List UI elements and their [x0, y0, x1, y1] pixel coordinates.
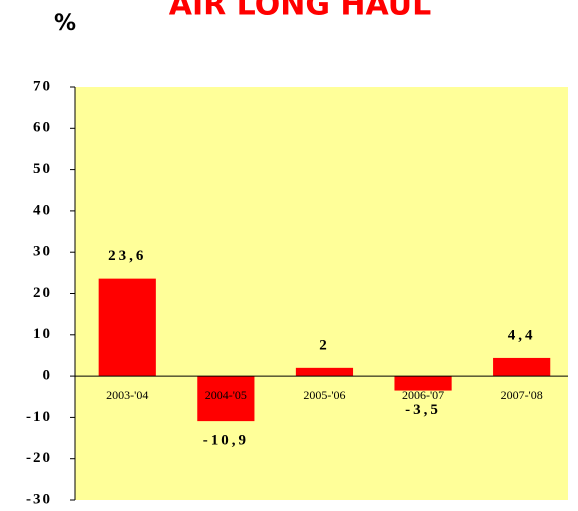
y-tick-label: 40 — [33, 202, 52, 218]
y-tick-label: 70 — [33, 78, 52, 94]
bar — [394, 376, 452, 391]
y-tick-label: 60 — [33, 120, 52, 136]
y-tick-label: -30 — [26, 491, 52, 507]
data-label: -10,9 — [203, 433, 249, 449]
y-tick-label: 30 — [33, 244, 52, 260]
x-tick-label: 2005-'06 — [303, 388, 345, 402]
data-label: 2 — [319, 337, 330, 353]
y-tick-label: 50 — [33, 161, 52, 177]
bar — [295, 367, 354, 377]
data-label: 4,4 — [508, 327, 536, 343]
y-axis-label: % — [54, 11, 76, 36]
plot-area — [75, 87, 568, 500]
x-tick-label: 2004-'05 — [205, 388, 247, 402]
x-tick-label: 2007-'08 — [501, 388, 543, 402]
y-tick-label: -10 — [26, 409, 52, 425]
data-label: -3,5 — [405, 402, 441, 418]
bar — [197, 376, 255, 422]
bar — [98, 278, 156, 377]
y-tick-label: -20 — [26, 450, 52, 466]
bar — [493, 357, 551, 377]
y-tick-label: 10 — [33, 326, 52, 342]
y-tick-label: 20 — [33, 285, 52, 301]
chart-title: AIR LONG HAUL — [169, 0, 432, 23]
data-label: 23,6 — [108, 248, 146, 264]
y-tick-label: 0 — [43, 368, 53, 384]
x-tick-label: 2006-'07 — [402, 388, 444, 402]
x-tick-label: 2003-'04 — [106, 388, 148, 402]
